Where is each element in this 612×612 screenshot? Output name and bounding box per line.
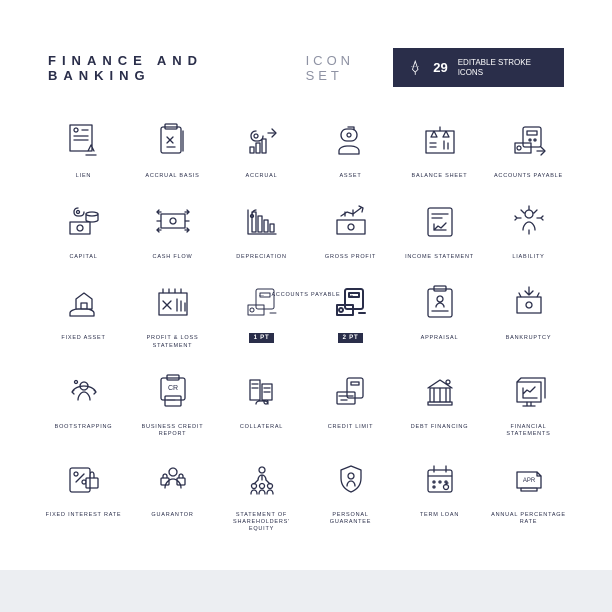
icon-balance-sheet: BALANCE SHEET <box>400 117 479 180</box>
icon-depreciation: DEPRECIATION <box>222 198 301 261</box>
badge: 29 EDITABLE STROKE ICONS <box>393 48 564 87</box>
icon-bootstrapping: BOOTSTRAPPING <box>44 368 123 438</box>
title-sub: ICON SET <box>306 53 393 83</box>
capital-icon <box>64 202 104 242</box>
label: ACCRUAL BASIS <box>145 173 199 180</box>
bootstrapping-icon <box>64 372 104 412</box>
icon-collateral: COLLATERAL <box>222 368 301 438</box>
icon-shareholders-equity: STATEMENT OF SHAREHOLDERS' EQUITY <box>222 456 301 533</box>
icon-debt-financing: DEBT FINANCING <box>400 368 479 438</box>
fixed-interest-rate-icon <box>64 460 104 500</box>
badge-num: 29 <box>433 60 447 75</box>
footer-bar <box>0 570 612 612</box>
label: ANNUAL PERCENTAGE RATE <box>489 512 568 526</box>
balance-sheet-icon <box>420 121 460 161</box>
icon-accounts-payable: ACCOUNTS PAYABLE <box>489 117 568 180</box>
asset-icon <box>331 121 371 161</box>
depreciation-icon <box>242 202 282 242</box>
label: BUSINESS CREDIT REPORT <box>133 424 212 438</box>
badge-text: EDITABLE STROKE ICONS <box>458 58 550 77</box>
label: LIABILITY <box>512 254 544 261</box>
personal-guarantee-icon <box>331 460 371 500</box>
collateral-icon <box>242 372 282 412</box>
accounts-payable-icon <box>509 121 549 161</box>
icon-cash-flow: CASH FLOW <box>133 198 212 261</box>
label: ASSET <box>339 173 361 180</box>
title: FINANCE AND BANKING ICON SET <box>48 53 393 83</box>
credit-limit-icon <box>331 372 371 412</box>
label: FIXED INTEREST RATE <box>46 512 122 519</box>
icon-lien: LIEN <box>44 117 123 180</box>
pt-row: ← ACCOUNTS PAYABLE → <box>0 290 612 299</box>
icon-income-statement: INCOME STATEMENT <box>400 198 479 261</box>
financial-statements-icon <box>509 372 549 412</box>
shareholders-equity-icon <box>242 460 282 500</box>
label: ACCRUAL <box>246 173 278 180</box>
label: STATEMENT OF SHAREHOLDERS' EQUITY <box>222 512 301 533</box>
icon-asset: ASSET <box>311 117 390 180</box>
icon-business-credit-report: CR BUSINESS CREDIT REPORT <box>133 368 212 438</box>
arrow-right-icon: → <box>347 290 355 299</box>
apr-icon: APR <box>509 460 549 500</box>
liability-icon <box>509 202 549 242</box>
icon-fixed-interest-rate: FIXED INTEREST RATE <box>44 456 123 533</box>
label: LIEN <box>76 173 91 180</box>
svg-text:CR: CR <box>167 385 177 392</box>
label: APPRAISAL <box>421 335 459 342</box>
label: COLLATERAL <box>240 424 283 431</box>
label: BALANCE SHEET <box>412 173 468 180</box>
debt-financing-icon <box>420 372 460 412</box>
gross-profit-icon <box>331 202 371 242</box>
header: FINANCE AND BANKING ICON SET 29 EDITABLE… <box>0 0 612 117</box>
icon-annual-percentage-rate: APR ANNUAL PERCENTAGE RATE <box>489 456 568 533</box>
icon-accrual-basis: ACCRUAL BASIS <box>133 117 212 180</box>
label: DEBT FINANCING <box>411 424 469 431</box>
arrow-left-icon: ← <box>257 290 265 299</box>
label: BANKRUPTCY <box>506 335 552 342</box>
accrual-icon <box>242 121 282 161</box>
icon-capital: CAPITAL <box>44 198 123 261</box>
svg-text:APR: APR <box>522 478 535 484</box>
icon-accrual: ACCRUAL <box>222 117 301 180</box>
label: ACCOUNTS PAYABLE <box>494 173 563 180</box>
icon-term-loan: TERM LOAN <box>400 456 479 533</box>
lien-icon <box>64 121 104 161</box>
icon-credit-limit: CREDIT LIMIT <box>311 368 390 438</box>
icon-liability: LIABILITY <box>489 198 568 261</box>
pt-text: ACCOUNTS PAYABLE <box>271 292 340 298</box>
label: PERSONAL GUARANTEE <box>311 512 390 526</box>
label: PROFIT & LOSS STATEMENT <box>133 335 212 349</box>
icon-financial-statements: FINANCIAL STATEMENTS <box>489 368 568 438</box>
icon-personal-guarantee: PERSONAL GUARANTEE <box>311 456 390 533</box>
term-loan-icon <box>420 460 460 500</box>
label: CAPITAL <box>69 254 97 261</box>
label: BOOTSTRAPPING <box>55 424 113 431</box>
label: DEPRECIATION <box>236 254 286 261</box>
icon-grid: LIEN ACCRUAL BASIS ACCRUAL ASSET BALANCE… <box>0 117 612 553</box>
label: 1 PT <box>249 335 275 343</box>
label: FIXED ASSET <box>61 335 105 342</box>
label: INCOME STATEMENT <box>405 254 474 261</box>
pen-icon <box>407 59 423 77</box>
icon-gross-profit: GROSS PROFIT <box>311 198 390 261</box>
label: 2 PT <box>338 335 364 343</box>
guarantor-icon <box>153 460 193 500</box>
icon-guarantor: GUARANTOR <box>133 456 212 533</box>
label: TERM LOAN <box>420 512 459 519</box>
label: GROSS PROFIT <box>325 254 376 261</box>
business-credit-report-icon: CR <box>153 372 193 412</box>
title-main: FINANCE AND BANKING <box>48 53 298 83</box>
accrual-basis-icon <box>153 121 193 161</box>
label: CREDIT LIMIT <box>328 424 374 431</box>
cash-flow-icon <box>153 202 193 242</box>
label: GUARANTOR <box>151 512 193 519</box>
label: FINANCIAL STATEMENTS <box>489 424 568 438</box>
label: CASH FLOW <box>153 254 193 261</box>
income-statement-icon <box>420 202 460 242</box>
